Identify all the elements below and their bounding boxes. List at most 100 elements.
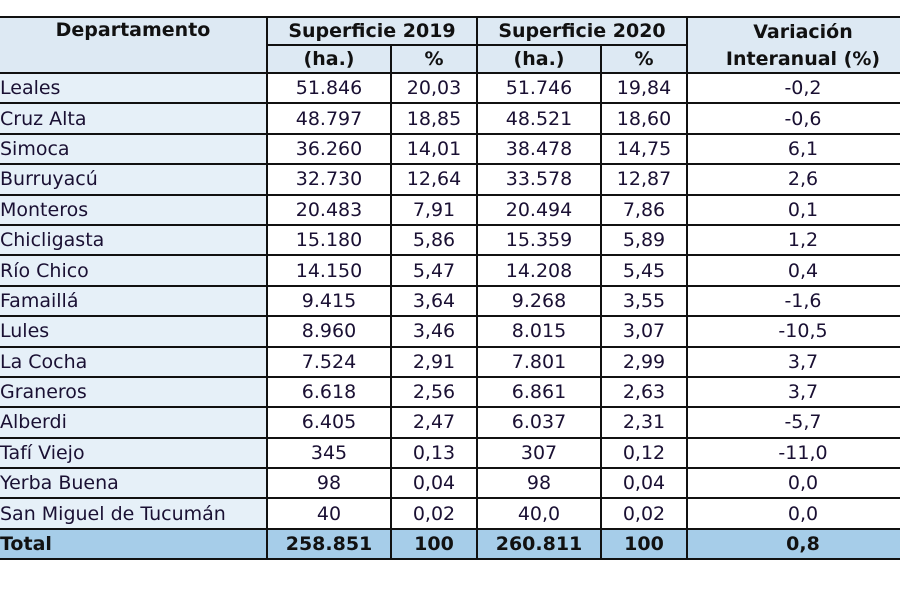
department-cell: Tafí Viejo [0, 436, 268, 470]
variacion-cell: 3,7 [686, 345, 900, 378]
table-row: Famaillá 9.415 3,64 9.268 3,55 -1,6 [0, 284, 900, 318]
superficie-2019-pct-cell: 3,64 [390, 284, 478, 318]
superficie-2020-ha-cell: 38.478 [476, 132, 602, 166]
superficie-2020-pct-cell: 0,12 [600, 436, 688, 470]
total-superficie-2020-pct-cell: 100 [600, 527, 688, 561]
superficie-2019-pct-cell: 0,04 [390, 467, 478, 500]
header-ha-2019: (ha.) [266, 44, 392, 74]
superficie-2020-ha-cell: 9.268 [476, 284, 602, 318]
variacion-cell: -1,6 [686, 284, 900, 318]
superficie-2019-pct-cell: 20,03 [390, 71, 478, 105]
superficie-2019-pct-cell: 14,01 [390, 132, 478, 166]
superficie-2020-pct-cell: 2,31 [600, 406, 688, 439]
superficie-2019-pct-cell: 3,46 [390, 315, 478, 348]
superficie-2019-ha-cell: 51.846 [266, 71, 392, 105]
superficie-2019-ha-cell: 8.960 [266, 315, 392, 348]
superficie-2020-pct-cell: 12,87 [600, 163, 688, 196]
variacion-cell: -0,2 [686, 71, 900, 105]
total-superficie-2020-ha-cell: 260.811 [476, 527, 602, 561]
superficie-2020-pct-cell: 7,86 [600, 193, 688, 226]
department-cell: Burruyacú [0, 163, 268, 196]
superficie-2019-ha-cell: 15.180 [266, 223, 392, 257]
total-superficie-2019-ha-cell: 258.851 [266, 527, 392, 561]
superficie-2020-pct-cell: 2,99 [600, 345, 688, 378]
table-row: Yerba Buena 98 0,04 98 0,04 0,0 [0, 467, 900, 500]
superficie-2019-ha-cell: 32.730 [266, 163, 392, 196]
table-row: Alberdi 6.405 2,47 6.037 2,31 -5,7 [0, 406, 900, 439]
variacion-cell: 0,0 [686, 467, 900, 500]
header-variacion-line2: Interanual (%) [686, 45, 900, 74]
superficie-2020-pct-cell: 5,89 [600, 223, 688, 257]
superficie-2019-pct-cell: 2,91 [390, 345, 478, 378]
superficie-2020-ha-cell: 51.746 [476, 71, 602, 105]
superficie-2020-pct-cell: 19,84 [600, 71, 688, 105]
department-cell: Graneros [0, 375, 268, 409]
department-cell: Monteros [0, 193, 268, 226]
superficie-2019-pct-cell: 5,47 [390, 254, 478, 287]
superficie-2019-pct-cell: 2,47 [390, 406, 478, 439]
table-row: La Cocha 7.524 2,91 7.801 2,99 3,7 [0, 345, 900, 378]
superficie-2020-ha-cell: 6.861 [476, 375, 602, 409]
variacion-cell: -10,5 [686, 315, 900, 348]
superficie-2020-pct-cell: 14,75 [600, 132, 688, 166]
superficie-2019-pct-cell: 18,85 [390, 102, 478, 135]
superficie-2019-ha-cell: 36.260 [266, 132, 392, 166]
variacion-cell: 1,2 [686, 223, 900, 257]
table-row: Lules 8.960 3,46 8.015 3,07 -10,5 [0, 315, 900, 348]
superficie-2019-ha-cell: 7.524 [266, 345, 392, 378]
superficie-2019-pct-cell: 7,91 [390, 193, 478, 226]
total-variacion-cell: 0,8 [686, 527, 900, 561]
superficie-2020-pct-cell: 2,63 [600, 375, 688, 409]
table-row: Graneros 6.618 2,56 6.861 2,63 3,7 [0, 375, 900, 409]
superficie-2019-ha-cell: 6.405 [266, 406, 392, 439]
superficie-2020-ha-cell: 33.578 [476, 163, 602, 196]
department-cell: Cruz Alta [0, 102, 268, 135]
superficie-2020-ha-cell: 8.015 [476, 315, 602, 348]
variacion-cell: 3,7 [686, 375, 900, 409]
table-row: Río Chico 14.150 5,47 14.208 5,45 0,4 [0, 254, 900, 287]
superficie-2020-ha-cell: 6.037 [476, 406, 602, 439]
superficie-2020-ha-cell: 14.208 [476, 254, 602, 287]
department-cell: Simoca [0, 132, 268, 166]
variacion-cell: 0,4 [686, 254, 900, 287]
variacion-cell: 0,0 [686, 497, 900, 530]
superficie-2020-pct-cell: 3,07 [600, 315, 688, 348]
total-superficie-2019-pct-cell: 100 [390, 527, 478, 561]
header-variacion-line1: Variación [686, 16, 900, 45]
header-superficie-2019: Superficie 2019 [266, 16, 478, 46]
superficie-2020-pct-cell: 3,55 [600, 284, 688, 318]
superficie-2019-pct-cell: 5,86 [390, 223, 478, 257]
department-cell: Leales [0, 71, 268, 105]
superficie-2020-ha-cell: 20.494 [476, 193, 602, 226]
superficie-2019-ha-cell: 14.150 [266, 254, 392, 287]
department-cell: Río Chico [0, 254, 268, 287]
superficie-2019-ha-cell: 345 [266, 436, 392, 470]
superficie-2020-pct-cell: 0,04 [600, 467, 688, 500]
superficie-2019-ha-cell: 40 [266, 497, 392, 530]
total-department-cell: Total [0, 527, 268, 561]
superficie-2020-ha-cell: 7.801 [476, 345, 602, 378]
table-row: Chicligasta 15.180 5,86 15.359 5,89 1,2 [0, 223, 900, 257]
superficie-2019-ha-cell: 20.483 [266, 193, 392, 226]
total-row: Total 258.851 100 260.811 100 0,8 [0, 527, 900, 561]
superficie-2020-pct-cell: 18,60 [600, 102, 688, 135]
superficie-2020-ha-cell: 40,0 [476, 497, 602, 530]
header-ha-2020: (ha.) [476, 44, 602, 74]
header-pct-2019: % [390, 44, 478, 74]
department-cell: Alberdi [0, 406, 268, 439]
department-cell: San Miguel de Tucumán [0, 497, 268, 530]
superficie-2019-pct-cell: 0,13 [390, 436, 478, 470]
variacion-cell: 2,6 [686, 163, 900, 196]
header-row-2: (ha.) % (ha.) % Interanual (%) [0, 44, 900, 74]
table-row: Leales 51.846 20,03 51.746 19,84 -0,2 [0, 71, 900, 105]
table-row: San Miguel de Tucumán 40 0,02 40,0 0,02 0,0 [0, 497, 900, 530]
department-cell: Lules [0, 315, 268, 348]
variacion-cell: -5,7 [686, 406, 900, 439]
table-row: Simoca 36.260 14,01 38.478 14,75 6,1 [0, 132, 900, 166]
superficie-2020-pct-cell: 5,45 [600, 254, 688, 287]
table-row: Tafí Viejo 345 0,13 307 0,12 -11,0 [0, 436, 900, 470]
superficie-2019-pct-cell: 0,02 [390, 497, 478, 530]
superficie-2019-pct-cell: 2,56 [390, 375, 478, 409]
variacion-cell: -11,0 [686, 436, 900, 470]
department-cell: Famaillá [0, 284, 268, 318]
